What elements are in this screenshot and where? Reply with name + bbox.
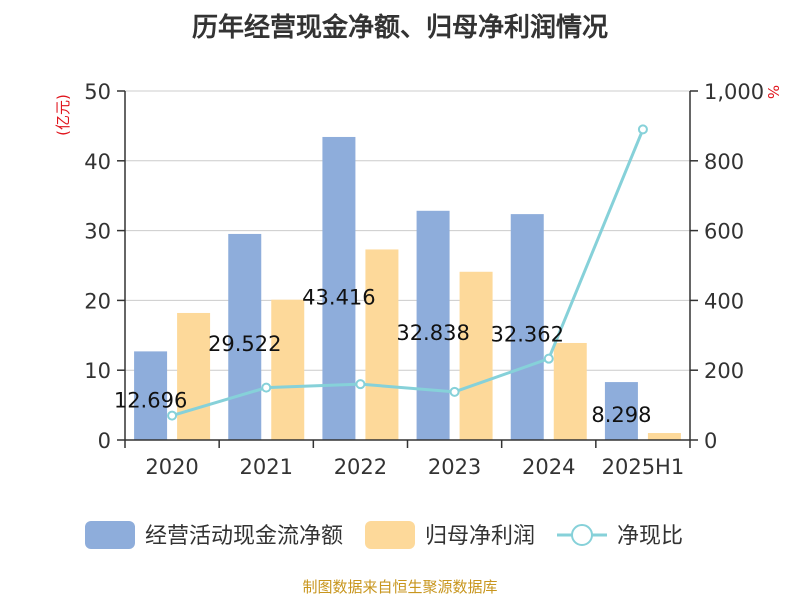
bar-cashflow [604,382,638,440]
ratio-point [543,353,554,364]
left-tick-label: 0 [98,429,111,453]
bar-net-profit [647,433,681,440]
left-tick-label: 10 [84,359,111,383]
legend-point-swatch [571,524,593,546]
right-tick-label: 800 [704,150,744,174]
bar-net-profit [177,312,211,440]
x-tick-label: 2023 [428,455,481,479]
ratio-point [167,410,178,421]
legend-label: 归母净利润 [425,524,535,549]
bar-cashflow [510,214,544,440]
ratio-point [449,386,460,397]
bar-cashflow [322,136,356,441]
gridlines [125,90,690,371]
x-tick-label: 2025H1 [602,455,685,479]
ratio-line [167,124,648,421]
ratio-point [637,124,648,135]
bar-cashflow [416,210,450,440]
bar-net-profit [365,249,399,440]
bar-value-label: 12.696 [114,388,187,412]
legend[interactable]: 经营活动现金流净额 归母净利润 净现比 [85,521,683,549]
ratio-line-path [171,128,645,418]
ratio-point [355,379,366,390]
left-tick-label: 50 [84,80,111,104]
right-axis-unit: % [764,85,782,99]
left-tick-label: 20 [84,289,111,313]
legend-label: 经营活动现金流净额 [145,524,343,549]
axes: 0 10 20 30 40 50 0 200 400 600 800 1,000 2020 2021 202… [84,80,764,479]
ratio-point [261,382,272,393]
legend-swatch-0 [85,521,135,549]
right-tick-label: 400 [704,289,744,313]
bar-net-profit [271,299,305,440]
right-tick-label: 600 [704,220,744,244]
legend-label: 净现比 [617,524,683,549]
right-tick-label: 200 [704,359,744,383]
chart-title: 历年经营现金净额、归母净利润情况 [192,12,608,43]
bars [134,136,681,441]
bar-value-label: 32.362 [491,323,564,347]
bar-value-label: 8.298 [591,403,651,427]
left-tick-label: 30 [84,220,111,244]
bar-net-profit [553,342,587,440]
bar-cashflow [228,233,262,440]
source-note: 制图数据来自恒生聚源数据库 [302,578,497,596]
right-tick-label: 0 [704,429,717,453]
x-tick-label: 2024 [522,455,575,479]
bar-value-label: 29.522 [208,332,281,356]
x-tick-label: 2022 [334,455,387,479]
x-tick-label: 2021 [240,455,293,479]
left-tick-label: 40 [84,150,111,174]
data-labels: 12.696 29.522 43.416 32.838 32.362 8.298 [114,286,652,428]
right-tick-label: 1,000 [704,80,764,104]
x-tick-label: 2020 [145,455,198,479]
bar-net-profit [459,271,493,440]
left-axis-unit: (亿元) [54,94,72,136]
bar-value-label: 43.416 [302,286,375,310]
bar-value-label: 32.838 [396,321,469,345]
legend-swatch-1 [365,521,415,549]
bar-cashflow [134,351,168,440]
